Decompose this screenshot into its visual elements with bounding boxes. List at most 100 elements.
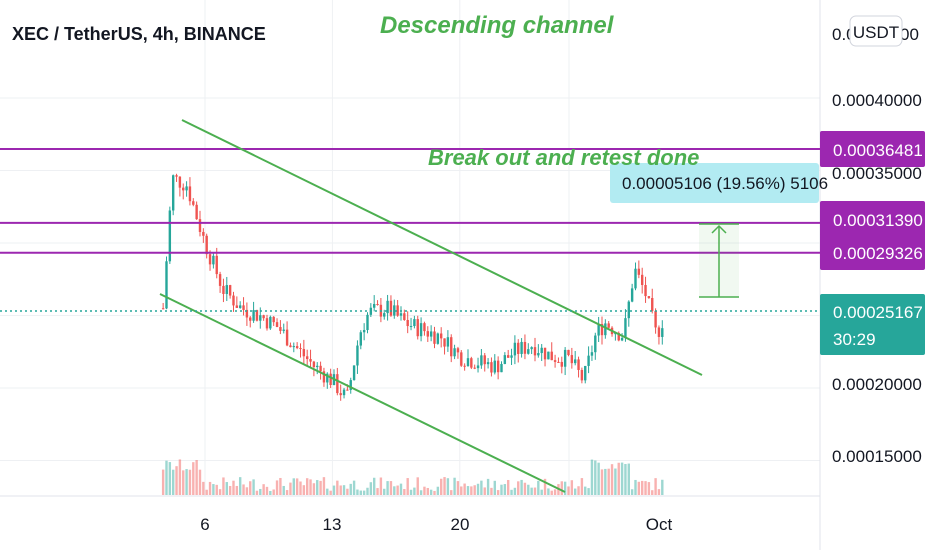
volume-bar — [356, 489, 359, 495]
volume-bar — [265, 486, 269, 495]
candle-body — [272, 316, 275, 323]
volume-bar — [188, 469, 192, 495]
symbol-title: XEC / TetherUS, 4h, BINANCE — [12, 24, 266, 44]
volume-bar — [359, 490, 362, 495]
horizontal-levels[interactable] — [0, 148, 820, 254]
volume-bar — [627, 463, 630, 495]
candle-body — [336, 374, 339, 394]
candle-body — [530, 347, 533, 350]
candle-body — [235, 305, 239, 308]
volume-bar — [527, 484, 530, 495]
volume-bar — [262, 484, 265, 495]
volume-bar — [433, 490, 436, 495]
candles — [161, 173, 664, 401]
candle-body — [590, 352, 594, 356]
channel-upper-line[interactable] — [181, 119, 703, 376]
candle-body — [409, 326, 413, 328]
volume-bar — [339, 485, 342, 495]
channel-lower-line[interactable] — [159, 293, 566, 493]
currency-button[interactable]: USDT — [849, 15, 903, 47]
candle-body — [202, 231, 205, 236]
volume-bar — [242, 484, 245, 495]
time-axis[interactable]: 6 13 20 Oct — [200, 515, 672, 534]
volume-bar — [399, 483, 403, 495]
volume-bar — [362, 490, 366, 495]
candle-body — [470, 358, 473, 368]
candle-body — [406, 319, 409, 327]
volume-bar — [523, 482, 527, 495]
volume-bar — [396, 485, 399, 495]
volume-bar — [228, 485, 232, 495]
volume-bar — [456, 481, 460, 495]
candle-body — [657, 327, 661, 337]
candle-body — [480, 355, 483, 366]
volume-bar — [443, 477, 446, 495]
annotation-descending-channel[interactable]: Descending channel — [380, 12, 615, 39]
candle-body — [386, 300, 389, 314]
candle-body — [433, 331, 436, 344]
volume-bar — [326, 488, 329, 495]
volume-bar — [473, 485, 476, 495]
time-axis-label: Oct — [646, 515, 673, 534]
candle-body — [553, 360, 557, 362]
volume-bar — [617, 462, 620, 495]
candle-body — [617, 332, 620, 341]
volume-bar — [302, 485, 306, 495]
volume-bar — [657, 489, 661, 495]
candle-body — [262, 315, 265, 319]
volume-bar — [376, 488, 379, 495]
annotation-breakout[interactable]: Break out and retest done — [428, 145, 699, 170]
candle-body — [423, 323, 426, 332]
candle-body — [249, 317, 252, 321]
volume-bar — [630, 489, 634, 495]
volume-bar — [255, 490, 259, 495]
volume-bar — [580, 478, 584, 495]
candle-body — [305, 356, 309, 360]
candle-body — [212, 255, 215, 265]
measure-label: 0.00005106 (19.56%) 5106 — [622, 174, 828, 193]
level-tag-box — [820, 131, 925, 167]
candle-body — [265, 318, 269, 329]
volume-bar — [349, 483, 352, 495]
candle-body — [376, 304, 379, 306]
candle-body — [175, 175, 178, 177]
candle-body — [594, 335, 597, 353]
candle-body — [600, 323, 604, 336]
volume-bar — [661, 479, 664, 495]
volume-bar — [393, 486, 396, 495]
volume-bar — [450, 490, 453, 495]
volume-bar — [496, 490, 500, 495]
volume-bar — [372, 477, 376, 495]
volume-bar — [540, 489, 543, 495]
candle-body — [584, 365, 587, 381]
candle-body — [346, 389, 349, 391]
candle-body — [182, 187, 185, 191]
candle-body — [560, 361, 563, 367]
candle-body — [587, 355, 590, 366]
candle-body — [496, 360, 500, 373]
volume-bar — [319, 480, 322, 495]
candle-body — [178, 176, 182, 188]
candle-body — [215, 255, 218, 275]
volume-bar — [269, 490, 272, 495]
time-axis-label: 20 — [451, 515, 470, 534]
volume-bar — [218, 489, 222, 495]
volume-bar — [533, 487, 537, 495]
candle-body — [493, 360, 496, 373]
price-axis[interactable]: 0.0 00 0.00040000 0.00035000 0.00020000 … — [832, 25, 922, 466]
volume-bar — [553, 489, 557, 495]
volume-bar — [423, 486, 426, 495]
candle-body — [577, 359, 580, 370]
current-price-tag: 0.00025167 30:29 — [820, 294, 925, 355]
volume-bar — [312, 483, 316, 495]
candle-body — [426, 331, 429, 337]
volume-bar — [161, 469, 165, 495]
candle-body — [282, 329, 285, 331]
volume-bar — [453, 477, 456, 495]
candle-body — [225, 285, 228, 294]
volume-bar — [439, 478, 443, 495]
price-range-measure[interactable]: 0.00005106 (19.56%) 5106 — [610, 163, 828, 298]
candle-body — [289, 345, 292, 348]
